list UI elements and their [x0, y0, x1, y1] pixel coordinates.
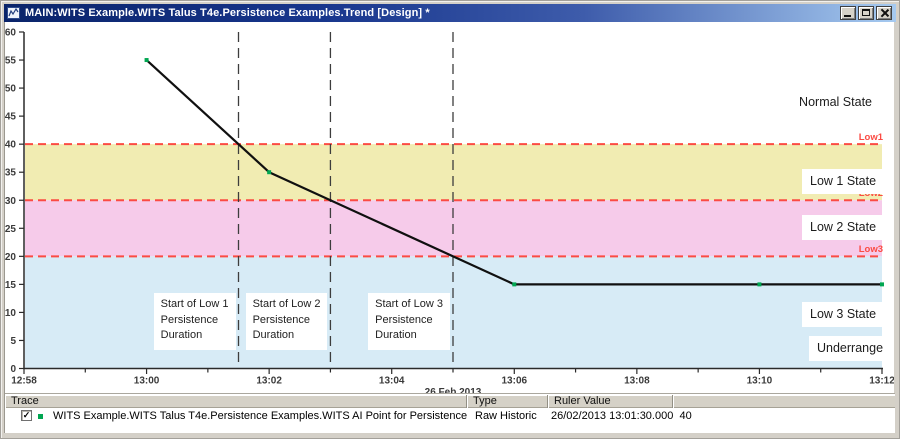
annotation-box-1: Start of Low 1 Persistence Duration [153, 293, 236, 350]
data-point-marker [880, 282, 884, 287]
y-tick-label: 40 [5, 140, 16, 151]
column-header-filler [673, 395, 895, 408]
y-tick-label: 15 [5, 280, 16, 291]
annotation-text-line: Duration [252, 329, 295, 341]
column-header-ruler-value[interactable]: Ruler Value [548, 395, 673, 408]
minimize-button[interactable] [840, 6, 856, 20]
threshold-label-low3: Low3 [858, 244, 883, 256]
trend-icon [7, 7, 20, 19]
close-icon [879, 8, 889, 18]
y-tick-label: 10 [5, 308, 16, 319]
data-point-marker [757, 282, 762, 287]
y-tick-label: 0 [10, 364, 16, 375]
trace-panel: Trace Type Ruler Value ✓ WITS Example.WI… [5, 393, 895, 433]
trace-ruler-value: 26/02/2013 13:01:30.000 40 [551, 410, 692, 422]
y-tick-label: 5 [10, 336, 16, 347]
annotation-text-line: Persistence [252, 313, 311, 326]
state-label-normal-state: Normal State [799, 95, 872, 110]
x-tick-label: 13:00 [134, 376, 160, 387]
annotation-box-2: Start of Low 2 Persistence Duration [245, 293, 328, 350]
y-tick-label: 55 [5, 56, 16, 67]
column-header-trace[interactable]: Trace [5, 395, 467, 408]
annotation-text-line: Persistence [375, 313, 433, 326]
annotation-text-line: Start of Low 2 [252, 298, 321, 310]
x-tick-label: 12:58 [11, 376, 37, 387]
titlebar[interactable]: MAIN:WITS Example.WITS Talus T4e.Persist… [4, 4, 896, 22]
trace-visibility-checkbox[interactable]: ✓ [21, 410, 32, 421]
y-tick-label: 35 [5, 168, 16, 179]
state-label-low-1-state: Low 1 State [802, 168, 883, 194]
x-tick-label: 13:02 [256, 376, 282, 387]
y-tick-label: 25 [5, 224, 16, 235]
trace-type: Raw Historic [475, 410, 537, 422]
annotation-text-line: Start of Low 3 [375, 298, 443, 310]
threshold-label-low2: Low2 [858, 188, 883, 200]
state-label-underrange: Underrange [809, 336, 883, 362]
y-tick-label: 45 [5, 112, 16, 123]
window-title: MAIN:WITS Example.WITS Talus T4e.Persist… [25, 7, 430, 19]
x-axis-date-label: 26 Feb 2013 [425, 387, 482, 393]
annotation-text-line: Duration [375, 329, 417, 341]
x-tick-label: 13:12 [869, 376, 894, 387]
y-tick-label: 60 [5, 28, 16, 39]
trace-panel-header: Trace Type Ruler Value [5, 395, 895, 408]
column-header-type[interactable]: Type [467, 395, 548, 408]
state-label-low-3-state: Low 3 State [802, 301, 883, 327]
y-tick-label: 50 [5, 84, 16, 95]
data-point-marker [512, 282, 517, 287]
window-content: 0 5 10 15 20 25 30 35 40 45 50 55 60 12:58 13:00 13:02 1… [4, 22, 895, 433]
threshold-label-low1: Low1 [858, 132, 883, 144]
annotation-text-line: Persistence [160, 313, 219, 326]
y-tick-label: 20 [5, 252, 16, 263]
x-tick-label: 13:10 [747, 376, 773, 387]
annotation-text-line: Duration [160, 329, 203, 341]
minimize-icon [844, 15, 851, 17]
trace-row[interactable]: ✓ WITS Example.WITS Talus T4e.Persistenc… [5, 408, 895, 423]
state-label-low-2-state: Low 2 State [802, 214, 883, 240]
y-tick-label: 30 [5, 196, 16, 207]
trace-name: WITS Example.WITS Talus T4e.Persistence … [53, 410, 468, 422]
trace-color-marker-icon [38, 414, 43, 419]
x-tick-label: 13:08 [624, 376, 650, 387]
trend-chart-area: 0 5 10 15 20 25 30 35 40 45 50 55 60 12:58 13:00 13:02 1… [5, 22, 894, 394]
maximize-button[interactable] [858, 6, 874, 20]
annotation-box-3: Start of Low 3 Persistence Duration [368, 293, 450, 350]
maximize-icon [862, 9, 870, 16]
x-tick-label: 13:06 [501, 376, 527, 387]
data-point-marker [144, 58, 149, 63]
data-point-marker [267, 170, 272, 175]
annotation-text-line: Start of Low 1 [160, 298, 229, 310]
close-button[interactable] [876, 6, 892, 20]
x-tick-label: 13:04 [379, 376, 405, 387]
